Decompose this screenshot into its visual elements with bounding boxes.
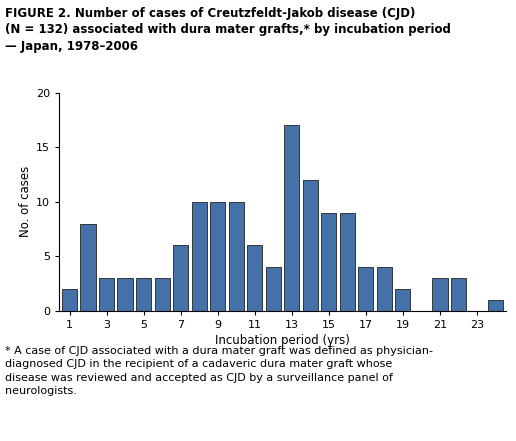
- Bar: [80, 224, 95, 311]
- Bar: [488, 300, 503, 311]
- Bar: [432, 278, 447, 311]
- Bar: [284, 125, 299, 311]
- Bar: [210, 202, 225, 311]
- Bar: [229, 202, 244, 311]
- Bar: [340, 213, 355, 311]
- Y-axis label: No. of cases: No. of cases: [19, 166, 32, 237]
- Bar: [62, 289, 77, 311]
- Bar: [191, 202, 207, 311]
- Bar: [266, 267, 281, 311]
- Bar: [247, 245, 262, 311]
- Bar: [451, 278, 466, 311]
- Bar: [173, 245, 188, 311]
- Bar: [395, 289, 411, 311]
- Bar: [118, 278, 133, 311]
- Bar: [136, 278, 151, 311]
- Bar: [154, 278, 170, 311]
- Bar: [358, 267, 374, 311]
- Bar: [377, 267, 392, 311]
- X-axis label: Incubation period (yrs): Incubation period (yrs): [215, 334, 350, 347]
- Bar: [321, 213, 336, 311]
- Bar: [303, 180, 318, 311]
- Text: FIGURE 2. Number of cases of Creutzfeldt-Jakob disease (CJD)
(N = 132) associate: FIGURE 2. Number of cases of Creutzfeldt…: [5, 7, 451, 52]
- Text: * A case of CJD associated with a dura mater graft was defined as physician-
dia: * A case of CJD associated with a dura m…: [5, 346, 433, 396]
- Bar: [99, 278, 114, 311]
